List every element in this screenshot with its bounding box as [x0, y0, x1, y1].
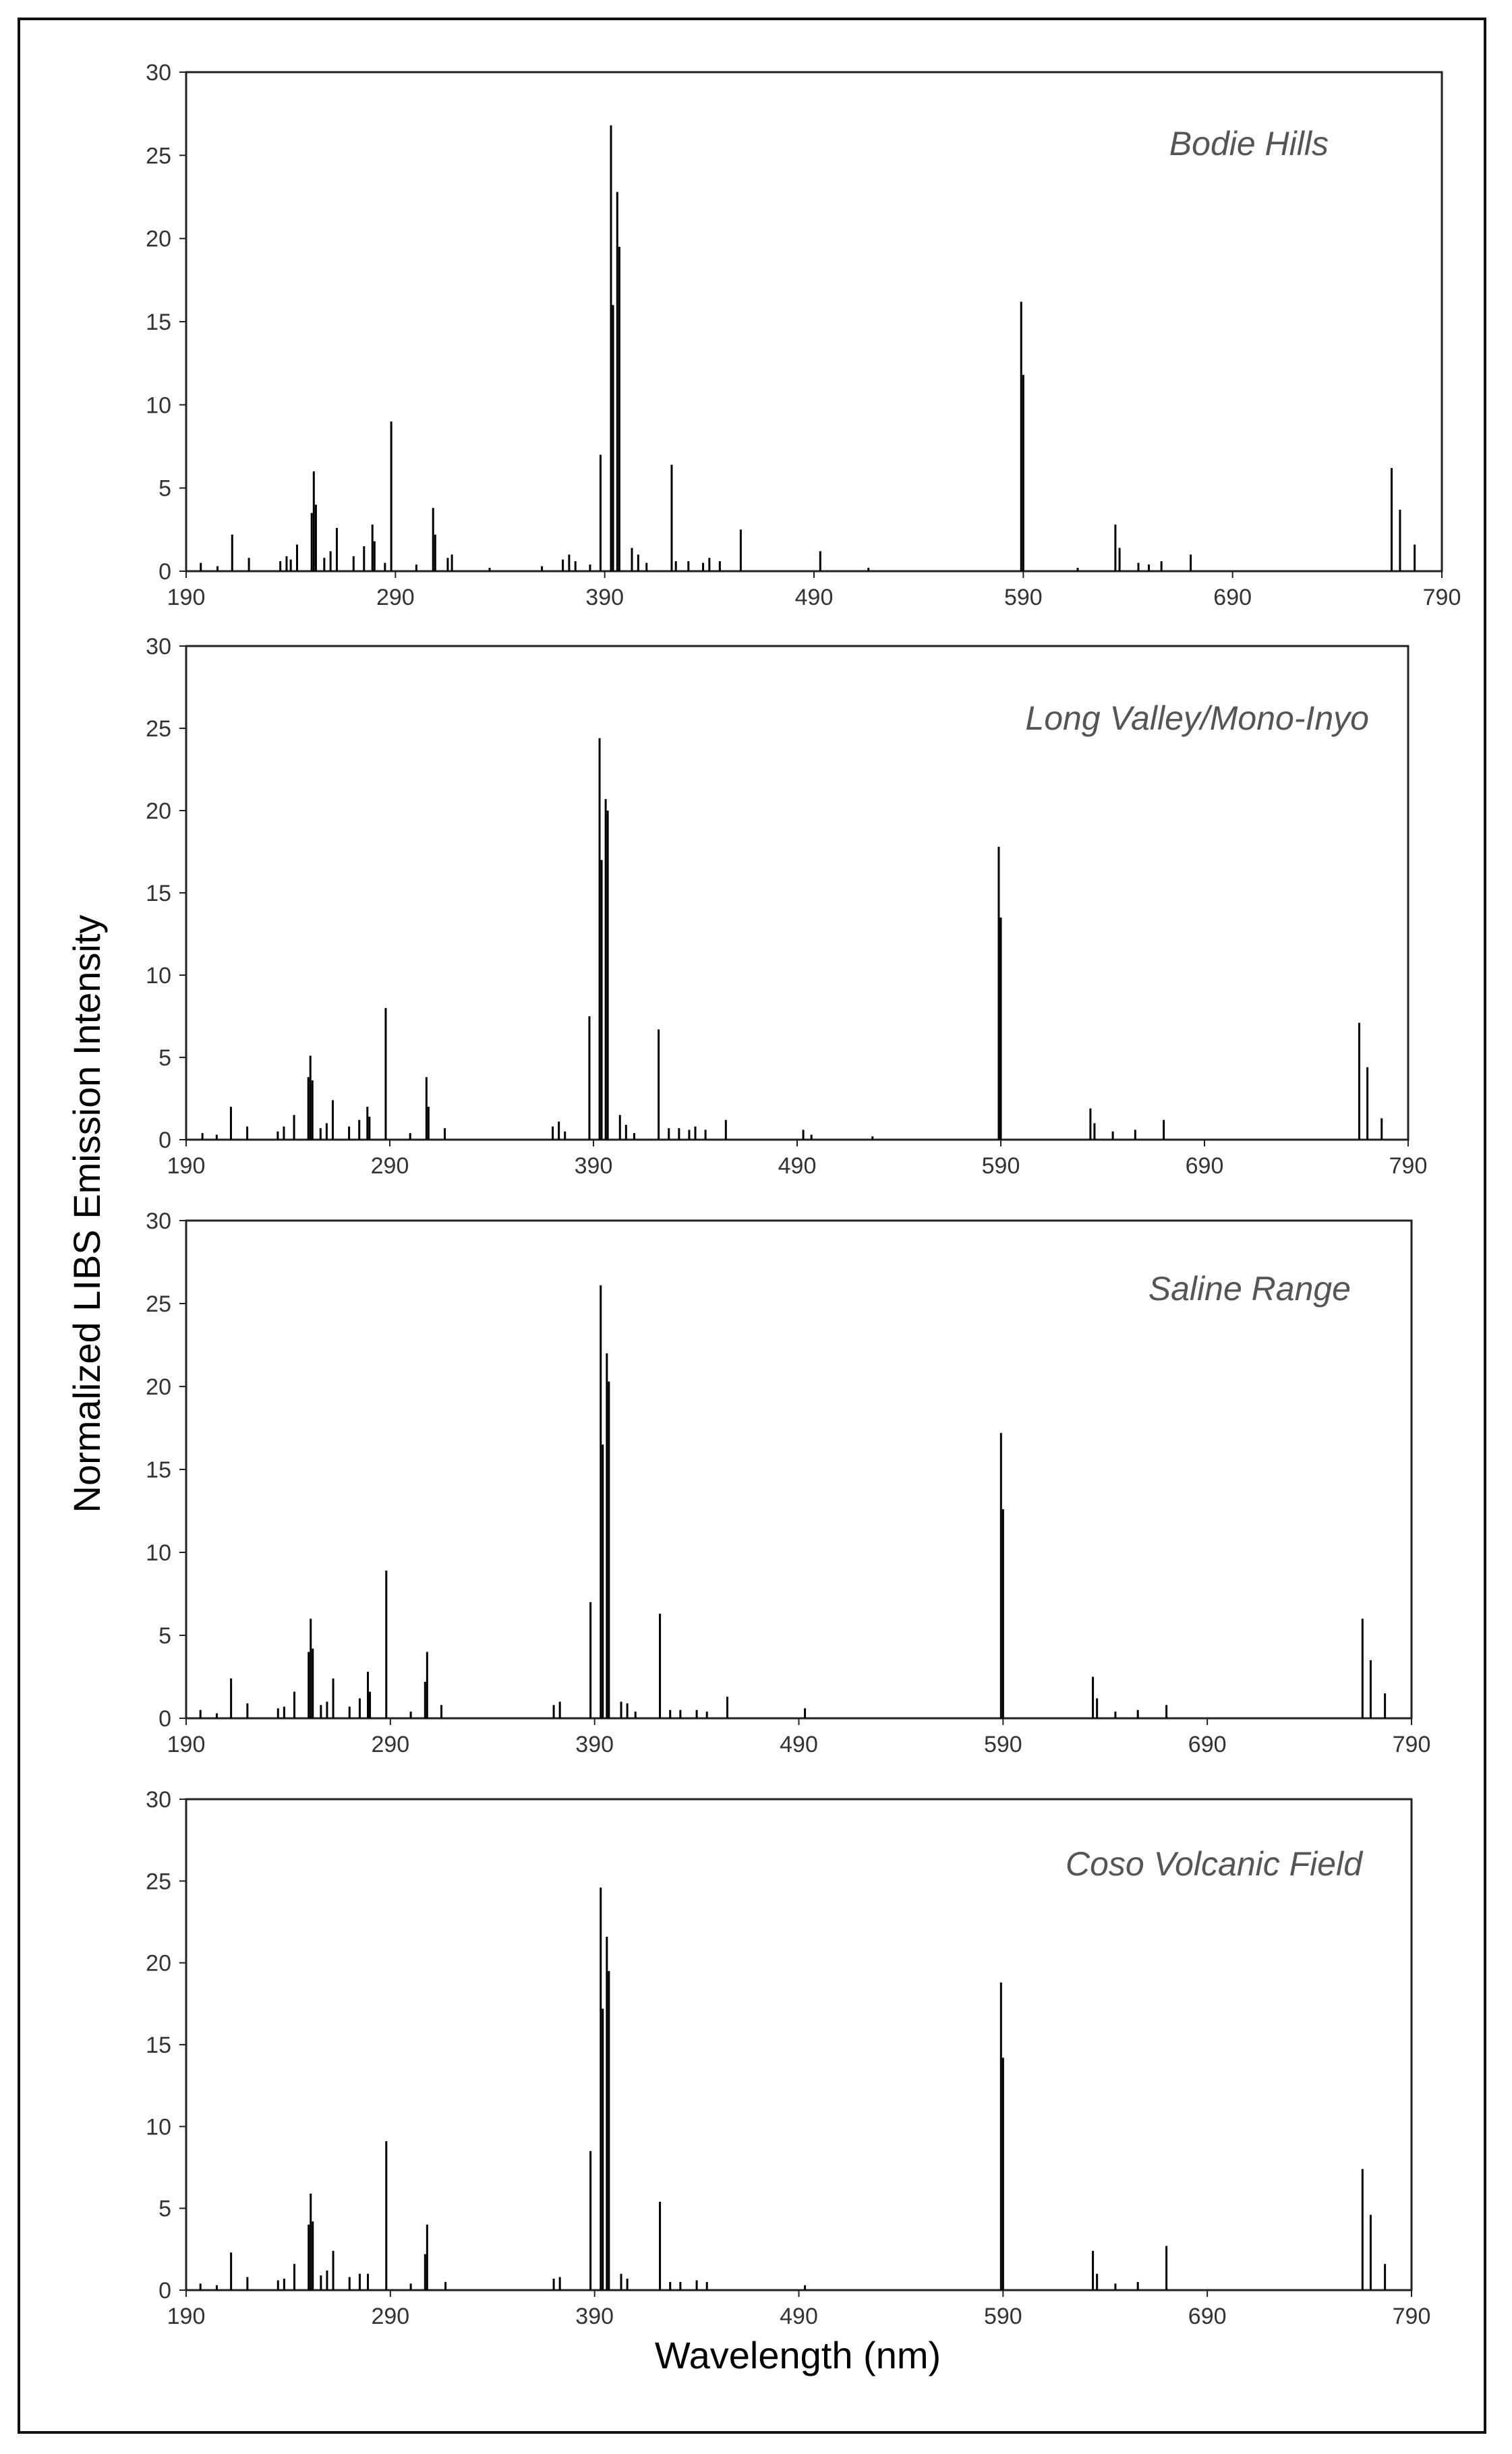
x-tick-label: 690: [1188, 1732, 1227, 1757]
x-tick-label: 390: [585, 585, 624, 610]
chart-panel: Saline Range 0 5 10 15 20 25 30 190 290 390 490 590 6…: [146, 1208, 1430, 1757]
x-tick-label: 590: [1004, 585, 1043, 610]
y-tick-label: 10: [146, 963, 171, 989]
x-tick-label: 790: [1389, 1153, 1428, 1179]
figure-frame: [18, 18, 1486, 2434]
y-tick-label: 0: [158, 2278, 171, 2304]
x-tick-label: 290: [371, 2304, 409, 2329]
y-tick-label: 20: [146, 798, 171, 824]
y-tick-label: 5: [158, 1045, 171, 1071]
y-tick-label: 20: [146, 1374, 171, 1400]
x-tick-label: 590: [984, 2304, 1022, 2329]
chart-panels: Bodie Hills 0 5 10 15 20 25 30 190 290 390 490 590 69…: [146, 60, 1461, 2329]
y-tick-label: 30: [146, 60, 171, 86]
x-tick-label: 490: [795, 585, 834, 610]
x-tick-label: 290: [371, 1732, 409, 1757]
spectrum-peaks: [199, 1285, 1387, 1718]
spectrum-peaks: [201, 738, 1383, 1140]
y-tick-label: 5: [158, 2196, 171, 2222]
y-tick-label: 25: [146, 716, 171, 742]
x-tick-label: 490: [780, 1732, 818, 1757]
y-tick-label: 30: [146, 1787, 171, 1813]
panel-title: Bodie Hills: [1169, 125, 1329, 163]
chart-panel: Coso Volcanic Field 0 5 10 15 20 25 30 190 290 390…: [146, 1787, 1430, 2329]
x-tick-label: 690: [1188, 2304, 1227, 2329]
x-tick-label: 390: [575, 1732, 614, 1757]
y-tick-label: 0: [158, 1706, 171, 1732]
x-tick-label: 790: [1423, 585, 1461, 610]
y-axis-title: Normalized LIBS Emission Intensity: [65, 914, 108, 1513]
x-tick-label: 590: [982, 1153, 1020, 1179]
y-tick-label: 0: [158, 1128, 171, 1153]
chart-panel: Bodie Hills 0 5 10 15 20 25 30 190 290 390 490 590 69…: [146, 60, 1461, 610]
x-tick-label: 690: [1186, 1153, 1224, 1179]
panel-title: Saline Range: [1148, 1270, 1351, 1308]
x-tick-label: 490: [780, 2304, 818, 2329]
y-tick-label: 10: [146, 392, 171, 418]
x-tick-label: 190: [167, 1732, 206, 1757]
y-tick-label: 30: [146, 634, 171, 660]
y-tick-label: 0: [158, 559, 171, 585]
y-tick-label: 25: [146, 143, 171, 169]
y-tick-label: 15: [146, 1457, 171, 1483]
x-tick-label: 690: [1213, 585, 1252, 610]
y-tick-label: 15: [146, 310, 171, 335]
x-tick-label: 790: [1393, 2304, 1431, 2329]
chart-panel: Long Valley/Mono-Inyo 0 5 10 15 20 25 30 190 290 3…: [146, 634, 1427, 1179]
x-tick-label: 190: [167, 2304, 206, 2329]
x-tick-label: 390: [575, 1153, 613, 1179]
y-tick-label: 20: [146, 227, 171, 252]
y-tick-label: 10: [146, 2114, 171, 2140]
y-tick-label: 25: [146, 1291, 171, 1317]
spectrum-peaks: [199, 1888, 1387, 2290]
x-tick-label: 390: [575, 2304, 614, 2329]
x-tick-label: 590: [984, 1732, 1022, 1757]
x-tick-label: 290: [376, 585, 415, 610]
x-tick-label: 290: [371, 1153, 409, 1179]
panel-title: Long Valley/Mono-Inyo: [1025, 699, 1369, 737]
y-tick-label: 15: [146, 2033, 171, 2058]
y-tick-label: 25: [146, 1869, 171, 1894]
panel-title: Coso Volcanic Field: [1066, 1845, 1364, 1883]
spectrum-peaks: [200, 125, 1416, 571]
x-tick-label: 190: [167, 1153, 206, 1179]
y-tick-label: 15: [146, 881, 171, 906]
y-tick-label: 30: [146, 1208, 171, 1234]
x-tick-label: 190: [167, 585, 206, 610]
y-tick-label: 20: [146, 1951, 171, 1977]
y-tick-label: 10: [146, 1540, 171, 1566]
x-axis-title: Wavelength (nm): [655, 2334, 941, 2376]
y-tick-label: 5: [158, 1623, 171, 1649]
y-tick-label: 5: [158, 476, 171, 502]
x-tick-label: 790: [1393, 1732, 1431, 1757]
x-tick-label: 490: [778, 1153, 817, 1179]
